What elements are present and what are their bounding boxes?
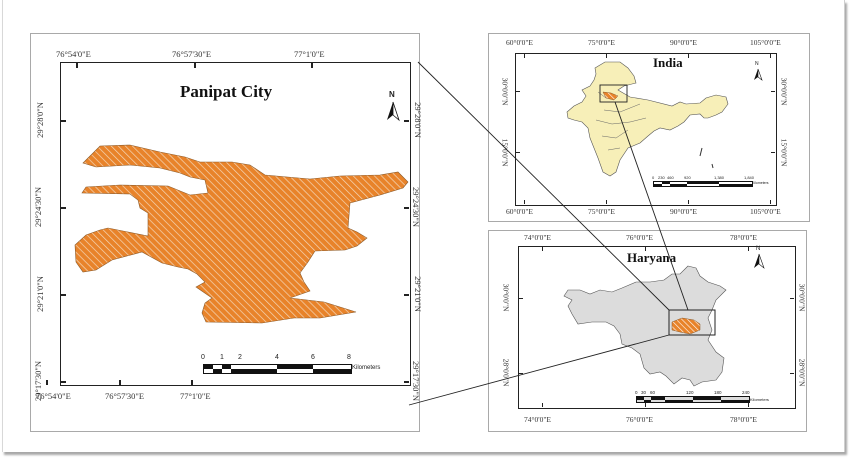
- india-bottom-axis-label: 105°0'0"E: [750, 207, 781, 216]
- haryana-scale-tick: 180: [714, 390, 722, 395]
- city-scale-bar: [203, 364, 352, 374]
- city-bottom-axis-label: 76°54'0"E: [36, 391, 71, 401]
- north-arrow-icon: N: [753, 246, 765, 270]
- india-map-title: India: [653, 55, 683, 70]
- city-top-axis-label: 76°57'30"E: [172, 49, 212, 59]
- india-scale-tick: 920: [684, 175, 691, 180]
- haryana-bottom-axis-label: 76°0'0"E: [626, 415, 653, 424]
- haryana-scale-tick: 60: [650, 390, 656, 395]
- city-scale-tick: 1: [220, 354, 224, 361]
- haryana-bottom-axis-label: 78°0'0"E: [730, 415, 757, 424]
- north-arrow-icon: N: [753, 61, 763, 82]
- city-scale-tick: 2: [238, 354, 242, 361]
- india-scale-bar: [653, 181, 753, 187]
- city-scale-tick: 8: [347, 354, 351, 361]
- india-top-axis-label: 90°0'0"E: [670, 38, 697, 47]
- india-scale-tick: 1,380: [714, 175, 725, 180]
- india-scale-unit: Kilometers: [752, 181, 769, 185]
- india-scale-tick: 230: [658, 175, 665, 180]
- haryana-map-title: Haryana: [627, 250, 677, 265]
- india-top-axis-label: 105°0'0"E: [750, 38, 781, 47]
- haryana-bottom-axis-label: 74°0'0"E: [524, 415, 551, 424]
- city-bottom-axis-label: 77°1'0"E: [180, 391, 211, 401]
- india-bottom-axis-label: 75°0'0"E: [588, 207, 615, 216]
- haryana-scale-tick: 120: [686, 390, 694, 395]
- haryana-scale-tick: 30: [641, 390, 647, 395]
- north-arrow-icon: N: [386, 90, 400, 122]
- india-top-axis-label: 60°0'0"E: [506, 38, 533, 47]
- india-bottom-axis-label: 90°0'0"E: [670, 207, 697, 216]
- haryana-scale-bar: [636, 396, 750, 403]
- haryana-scale-tick: 240: [742, 390, 750, 395]
- haryana-top-axis-label: 76°0'0"E: [626, 233, 653, 242]
- city-scale-tick: 0: [201, 354, 205, 361]
- city-top-axis-label: 76°54'0"E: [56, 49, 91, 59]
- city-scale-tick: 4: [275, 354, 279, 361]
- city-scale-unit: Kilometers: [352, 365, 381, 371]
- city-scale-tick: 6: [311, 354, 315, 361]
- city-bottom-axis-label: 76°57'30"E: [105, 391, 145, 401]
- india-scale-tick: 1,840: [744, 175, 755, 180]
- haryana-top-axis-label: 78°0'0"E: [730, 233, 757, 242]
- haryana-top-axis-label: 74°0'0"E: [524, 233, 551, 242]
- india-map-frame: [515, 53, 777, 206]
- haryana-scale-unit: Kilometers: [750, 397, 769, 402]
- india-top-axis-label: 75°0'0"E: [588, 38, 615, 47]
- india-bottom-axis-label: 60°0'0"E: [506, 207, 533, 216]
- city-top-axis-label: 77°1'0"E: [294, 49, 325, 59]
- haryana-scale-tick: 0: [635, 390, 638, 395]
- city-map-title: Panipat City: [180, 82, 273, 101]
- india-scale-tick: 0: [652, 175, 655, 180]
- india-scale-tick: 460: [667, 175, 674, 180]
